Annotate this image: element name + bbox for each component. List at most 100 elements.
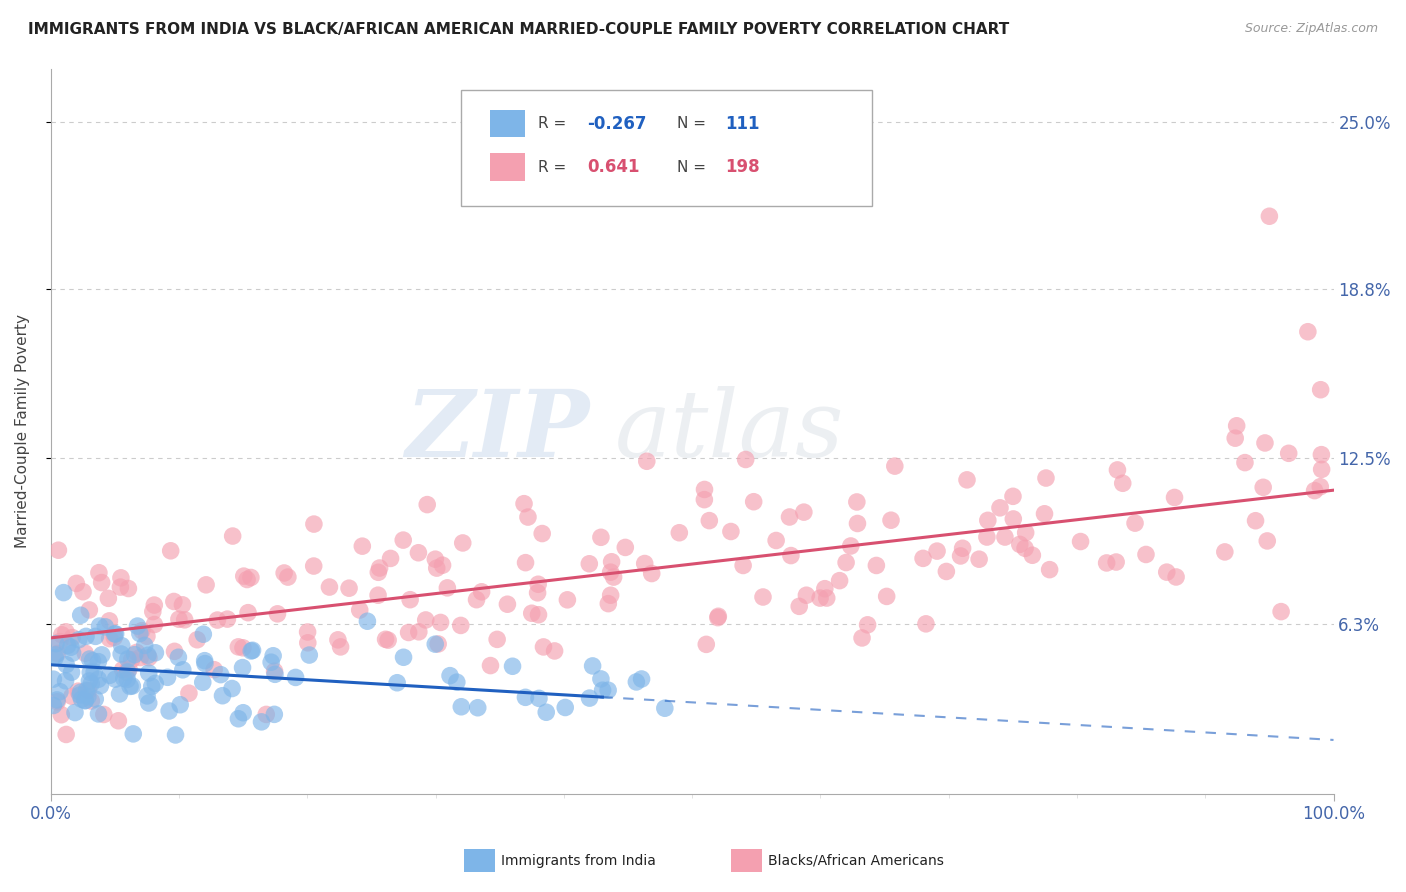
Point: [707, 610, 730, 624]
Point: [600, 555, 623, 569]
Point: [935, 565, 957, 579]
Point: [93, 707, 115, 722]
Point: [1107, 463, 1129, 477]
Point: [614, 541, 637, 555]
Point: [46, 693, 69, 707]
Point: [1135, 548, 1157, 562]
Point: [90, 575, 112, 590]
Point: [1225, 431, 1247, 445]
Point: [297, 636, 319, 650]
Point: [845, 495, 868, 509]
Point: [1233, 456, 1256, 470]
Point: [240, 644, 263, 658]
Point: [98, 632, 121, 646]
Point: [143, 598, 166, 612]
Point: [87, 673, 110, 687]
Point: [392, 650, 415, 665]
Point: [1112, 476, 1135, 491]
Point: [1270, 605, 1292, 619]
Text: ZIP: ZIP: [405, 386, 589, 476]
Point: [398, 625, 420, 640]
Point: [1251, 480, 1274, 494]
Point: [865, 558, 887, 573]
Point: [1254, 436, 1277, 450]
Point: [141, 679, 163, 693]
Point: [450, 618, 472, 632]
Point: [60, 690, 83, 704]
Point: [55, 727, 77, 741]
Point: [988, 500, 1011, 515]
Point: [242, 643, 264, 657]
Point: [846, 516, 869, 531]
Point: [1021, 548, 1043, 562]
Point: [228, 640, 250, 654]
Point: [136, 629, 159, 643]
Point: [136, 689, 159, 703]
Point: [426, 561, 449, 575]
Point: [1156, 565, 1178, 579]
Point: [115, 665, 138, 680]
Point: [59, 640, 82, 655]
Point: [239, 570, 262, 584]
Point: [221, 681, 243, 696]
Point: [467, 700, 489, 714]
Point: [159, 543, 181, 558]
Point: [326, 632, 349, 647]
Point: [641, 566, 664, 581]
Text: N =: N =: [676, 160, 710, 175]
Point: [108, 687, 131, 701]
Point: [536, 705, 558, 719]
Text: Source: ZipAtlas.com: Source: ZipAtlas.com: [1244, 22, 1378, 36]
Point: [531, 526, 554, 541]
Point: [912, 551, 935, 566]
Point: [515, 556, 537, 570]
Point: [598, 683, 620, 698]
Point: [429, 615, 451, 630]
Point: [318, 580, 340, 594]
Point: [173, 613, 195, 627]
Text: Blacks/African Americans: Blacks/African Americans: [768, 854, 943, 868]
Point: [1164, 570, 1187, 584]
Point: [55, 673, 77, 688]
Point: [1244, 514, 1267, 528]
Point: [264, 667, 287, 681]
Point: [104, 672, 127, 686]
Point: [377, 633, 399, 648]
Point: [62, 646, 84, 660]
Point: [720, 524, 742, 539]
Point: [1310, 462, 1333, 476]
Point: [415, 613, 437, 627]
Point: [883, 459, 905, 474]
Point: [851, 631, 873, 645]
Text: R =: R =: [538, 160, 571, 175]
Point: [599, 565, 621, 579]
Point: [446, 675, 468, 690]
Point: [1256, 533, 1278, 548]
Point: [232, 660, 254, 674]
Point: [780, 549, 803, 563]
Point: [115, 673, 138, 687]
Point: [45, 648, 67, 662]
Bar: [489, 153, 526, 181]
Point: [450, 699, 472, 714]
Point: [742, 494, 765, 508]
Point: [209, 667, 232, 681]
Point: [191, 675, 214, 690]
Point: [79, 603, 101, 617]
Point: [117, 665, 139, 679]
Point: [589, 530, 612, 544]
Point: [260, 655, 283, 669]
Point: [416, 498, 439, 512]
Point: [439, 668, 461, 682]
Point: [117, 652, 139, 666]
Point: [63, 706, 86, 720]
Point: [693, 492, 716, 507]
Point: [232, 640, 254, 655]
Point: [82, 654, 104, 668]
Point: [83, 665, 105, 679]
Point: [49, 684, 72, 698]
Point: [125, 645, 148, 659]
Point: [163, 644, 186, 658]
Point: [425, 552, 447, 566]
Point: [94, 620, 117, 634]
